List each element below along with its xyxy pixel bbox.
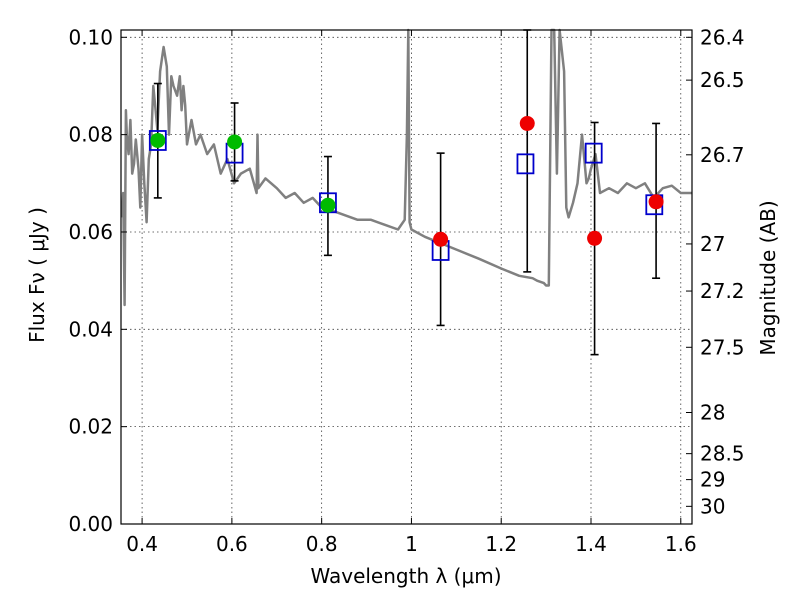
observed-point-red-3 <box>433 231 449 247</box>
mag-tick-label: 26.5 <box>700 68 745 92</box>
tick-layer: 0.4 0.6 0.8 1 1.2 1.4 1.6 0.00 0.02 0.04 0.06 0.08 0… <box>68 25 744 556</box>
observed-point-red-5 <box>587 230 603 246</box>
mag-tick-label: 27.2 <box>700 279 745 303</box>
model-photometry-box-5 <box>584 142 603 164</box>
y-tick-label: 0.08 <box>68 123 113 147</box>
template-spectrum-line <box>120 28 692 307</box>
observed-point-green-1 <box>227 134 243 150</box>
plot-frame <box>120 29 693 525</box>
mag-tick-label: 28.5 <box>700 442 745 466</box>
x-tick-label: 0.8 <box>306 532 338 556</box>
mag-tick-label: 30 <box>700 494 725 518</box>
mag-tick-label: 29 <box>700 468 725 492</box>
observed-point-green-2 <box>320 197 336 213</box>
x-tick-label: 1.2 <box>485 532 517 556</box>
x-axis-label: Wavelength λ (μm) <box>310 564 501 588</box>
x-tick-label: 1.4 <box>575 532 607 556</box>
mag-tick-label: 27.5 <box>700 335 745 359</box>
observed-point-red-6 <box>648 194 664 210</box>
model-photometry-box-4 <box>516 153 535 175</box>
observed-point-red-4 <box>519 115 535 131</box>
spectrum-layer <box>120 28 692 307</box>
x-tick-label: 0.6 <box>216 532 248 556</box>
y-tick-label: 0.10 <box>68 25 113 49</box>
mag-tick-label: 26.7 <box>700 143 745 167</box>
model-photometry-box-0 <box>148 130 167 151</box>
mag-tick-label: 26.4 <box>700 25 745 49</box>
y-axis-label: Flux Fν ( μJy ) <box>25 207 49 343</box>
mag-tick-label: 27 <box>700 232 725 256</box>
y-tick-label: 0.00 <box>68 512 113 536</box>
observed-points-layer <box>150 115 664 247</box>
x-tick-label: 0.4 <box>126 532 158 556</box>
y-tick-label: 0.06 <box>68 220 113 244</box>
y-tick-label: 0.04 <box>68 317 113 341</box>
magnitude-axis-label: Magnitude (AB) <box>756 200 780 355</box>
x-tick-label: 1 <box>405 532 418 556</box>
observed-point-green-0 <box>150 132 166 148</box>
y-tick-label: 0.02 <box>68 415 113 439</box>
x-tick-label: 1.6 <box>665 532 697 556</box>
mag-tick-label: 28 <box>700 401 725 425</box>
